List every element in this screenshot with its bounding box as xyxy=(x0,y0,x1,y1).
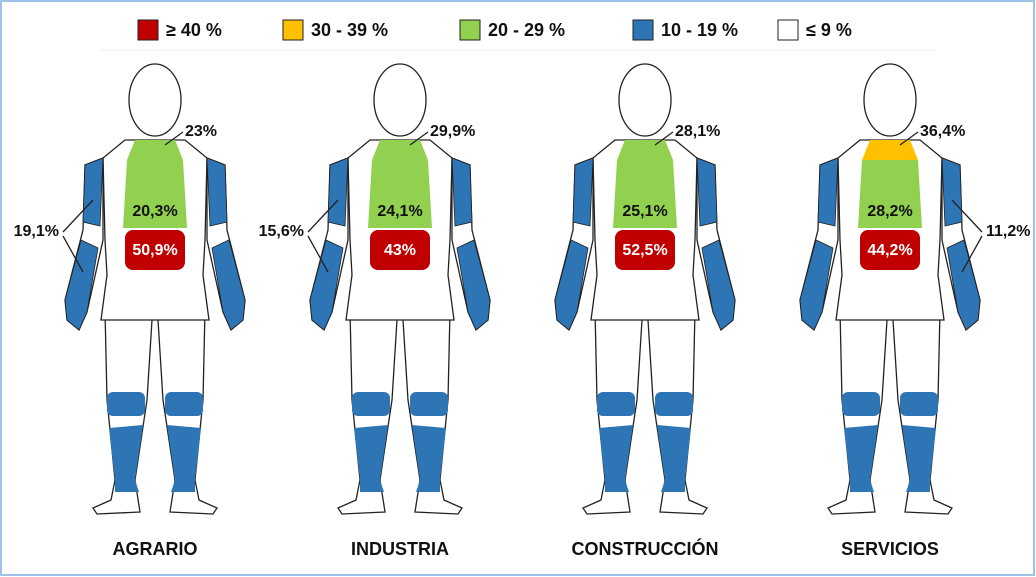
lumbar-label: 43% xyxy=(384,242,416,259)
head xyxy=(374,64,426,136)
legend-label: ≤ 9 % xyxy=(806,20,852,40)
upper-arm-zone xyxy=(697,158,717,226)
legend-swatch xyxy=(633,20,653,40)
figure-name: SERVICIOS xyxy=(841,539,939,559)
legend-label: ≥ 40 % xyxy=(166,20,222,40)
upper-arm-zone xyxy=(83,158,103,226)
knee-zone xyxy=(842,392,880,416)
neck-label: 29,9% xyxy=(430,123,475,140)
page: ≥ 40 % 30 - 39 % 20 - 29 % 10 - 19 % ≤ 9 % 2… xyxy=(0,0,1036,577)
neck-zone xyxy=(862,140,918,160)
knee-zone xyxy=(165,392,203,416)
lumbar-label: 52,5% xyxy=(622,242,667,259)
figure-name: AGRARIO xyxy=(113,539,198,559)
upper-back-label: 28,2% xyxy=(867,203,912,220)
upper-back-label: 20,3% xyxy=(132,203,177,220)
upper-arm-zone xyxy=(328,158,348,226)
figure-name: INDUSTRIA xyxy=(351,539,449,559)
knee-zone xyxy=(410,392,448,416)
upper-back-label: 24,1% xyxy=(377,203,422,220)
upper-arm-zone xyxy=(942,158,962,226)
legend-label: 10 - 19 % xyxy=(661,20,738,40)
knee-zone xyxy=(352,392,390,416)
arm-label: 15,6% xyxy=(259,223,304,240)
lumbar-label: 44,2% xyxy=(867,242,912,259)
knee-zone xyxy=(655,392,693,416)
legend-swatch xyxy=(138,20,158,40)
upper-arm-zone xyxy=(573,158,593,226)
upper-arm-zone xyxy=(207,158,227,226)
legend-swatch xyxy=(283,20,303,40)
neck-label: 23% xyxy=(185,123,217,140)
lumbar-label: 50,9% xyxy=(132,242,177,259)
neck-zone xyxy=(617,140,673,160)
head xyxy=(619,64,671,136)
head xyxy=(864,64,916,136)
arm-label: 19,1% xyxy=(14,223,59,240)
knee-zone xyxy=(107,392,145,416)
neck-label: 36,4% xyxy=(920,123,965,140)
legend-label: 30 - 39 % xyxy=(311,20,388,40)
neck-zone xyxy=(127,140,183,160)
infographic: ≥ 40 % 30 - 39 % 20 - 29 % 10 - 19 % ≤ 9 % 2… xyxy=(0,0,1036,577)
figure-name: CONSTRUCCIÓN xyxy=(572,538,719,559)
knee-zone xyxy=(900,392,938,416)
legend-label: 20 - 29 % xyxy=(488,20,565,40)
upper-arm-zone xyxy=(452,158,472,226)
upper-arm-zone xyxy=(818,158,838,226)
neck-zone xyxy=(372,140,428,160)
legend-swatch xyxy=(460,20,480,40)
arm-label: 11,2% xyxy=(986,223,1030,240)
upper-back-label: 25,1% xyxy=(622,203,667,220)
knee-zone xyxy=(597,392,635,416)
neck-label: 28,1% xyxy=(675,123,720,140)
head xyxy=(129,64,181,136)
legend-swatch xyxy=(778,20,798,40)
